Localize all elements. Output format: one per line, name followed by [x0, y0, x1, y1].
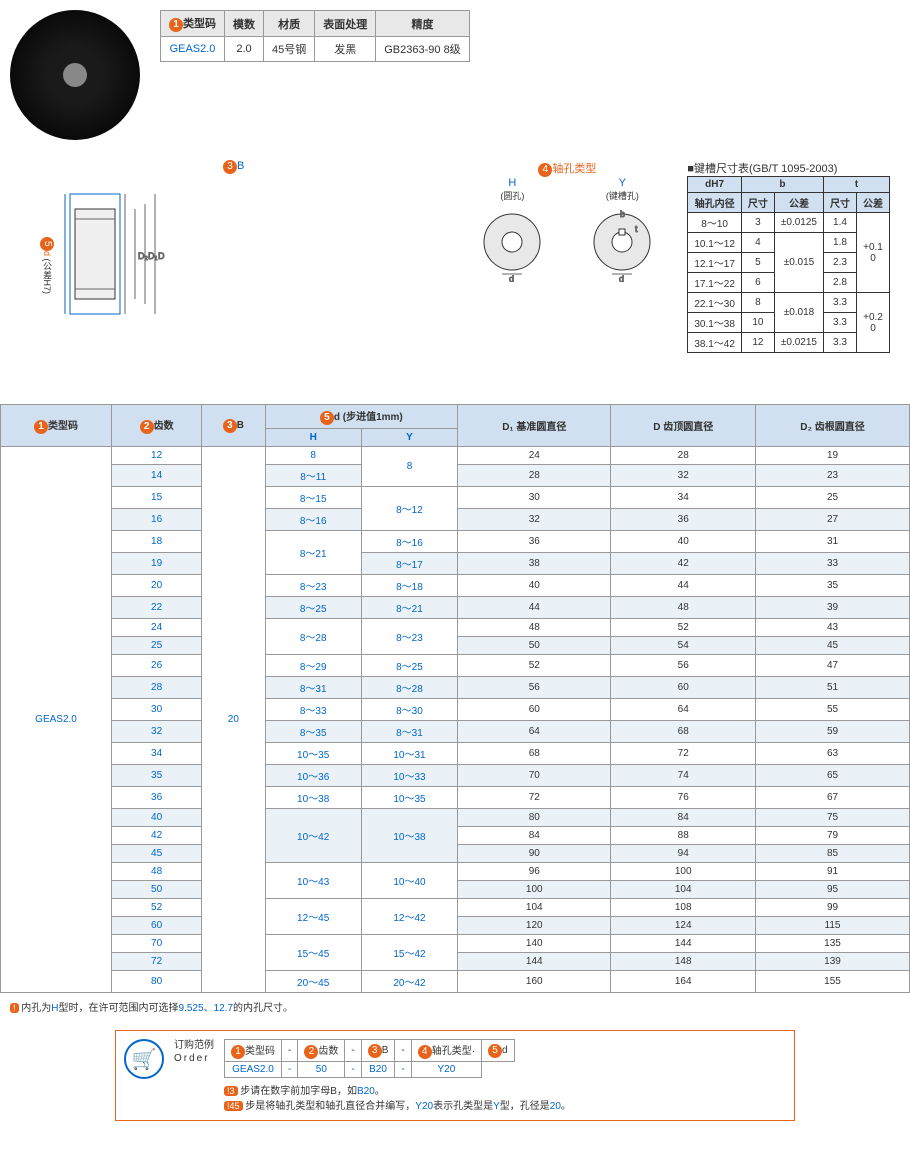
- gear-image: [10, 10, 140, 140]
- top-section: 1类型码 模数 材质 表面处理 精度 GEAS2.0 2.0 45号钢 发黑 G…: [0, 0, 910, 150]
- order-table: 1类型码-2齿数-3B-4轴孔类型·5d GEAS2.0-50-B20-Y20: [224, 1039, 515, 1078]
- spec-v4: 发黑: [315, 37, 376, 62]
- spec-v2: 2.0: [225, 37, 264, 62]
- svg-text:d: d: [619, 274, 624, 282]
- spec-table: 1类型码 模数 材质 表面处理 精度 GEAS2.0 2.0 45号钢 发黑 G…: [160, 10, 470, 62]
- svg-text:D₂: D₂: [138, 251, 148, 261]
- spec-h3: 材质: [264, 11, 315, 37]
- svg-text:D₁: D₁: [148, 251, 158, 261]
- keyway-section: ■键槽尺寸表(GB/T 1095-2003) dH7 b t 轴孔内径 尺寸公差…: [687, 160, 890, 353]
- hole-diagrams: 4轴孔类型 H (圆孔) d Y (键槽孔) btd: [477, 160, 657, 285]
- side-diagram: 3B D₂ D₁ D 5d (公差H7): [20, 160, 447, 394]
- spec-h1: 1类型码: [161, 11, 225, 37]
- spec-v5: GB2363-90 8级: [376, 37, 469, 62]
- mid-section: 3B D₂ D₁ D 5d (公差H7) 4轴孔类型 H (圆孔) d Y: [0, 150, 910, 404]
- cart-icon: 🛒: [124, 1039, 164, 1079]
- keyway-title: ■键槽尺寸表(GB/T 1095-2003): [687, 160, 890, 176]
- svg-text:D: D: [158, 251, 165, 261]
- spec-h4: 表面处理: [315, 11, 376, 37]
- spec-h5: 精度: [376, 11, 469, 37]
- note: ! 内孔为H型时，在许可范围内可选择9.525、12.7的内孔尺寸。: [0, 993, 910, 1020]
- spec-h2: 模数: [225, 11, 264, 37]
- spec-v3: 45号钢: [264, 37, 315, 62]
- keyway-table: dH7 b t 轴孔内径 尺寸公差 尺寸公差 8～103±0.01251.4+0…: [687, 176, 890, 353]
- spec-v1: GEAS2.0: [161, 37, 225, 62]
- main-table: 1类型码 2齿数 3B 5d (步进值1mm) D₁ 基准圆直径 D 齿顶圆直径…: [0, 404, 910, 993]
- svg-text:b: b: [620, 209, 625, 219]
- order-box: 🛒 订购范例 Order 1类型码-2齿数-3B-4轴孔类型·5d GEAS2.…: [115, 1030, 795, 1121]
- svg-text:d: d: [509, 274, 514, 282]
